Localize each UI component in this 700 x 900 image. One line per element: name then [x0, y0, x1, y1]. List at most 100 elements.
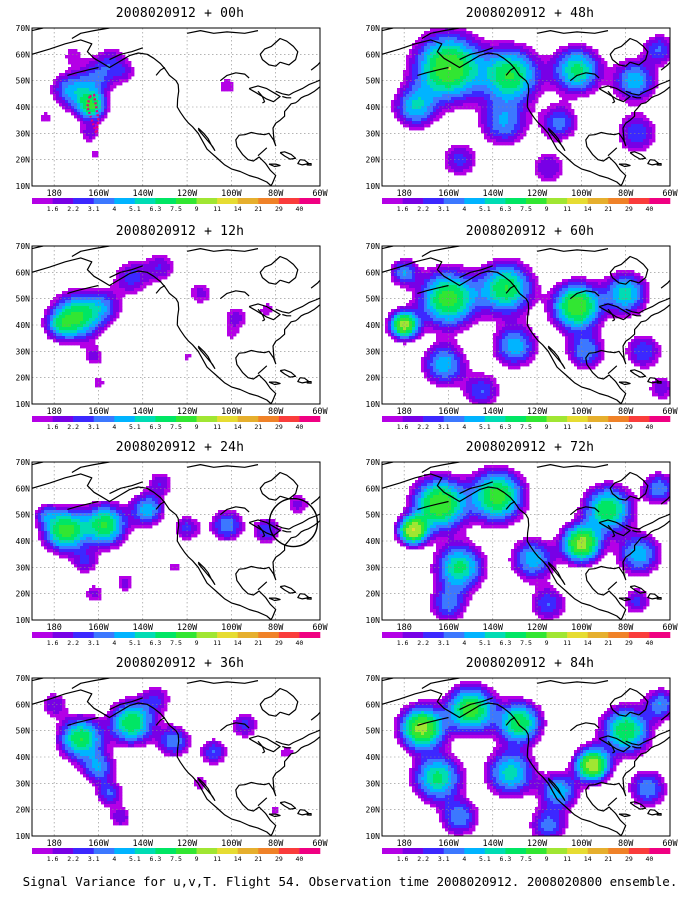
colorbar-label: 1.6: [47, 639, 59, 647]
panel-title: 2008020912 + 12h: [115, 224, 245, 239]
colorbar-swatch: [176, 198, 197, 204]
map-gridlines: [382, 246, 670, 404]
colorbar-swatch: [443, 632, 465, 638]
colorbar-label: 4: [462, 855, 466, 863]
longitude-label: 120W: [527, 189, 548, 199]
longitude-label: 120W: [527, 839, 548, 849]
map-canvas: 70N 60N 50N 40N 30N 20N 10N 180 160W 140W 120W 100W…: [366, 242, 679, 431]
longitude-label: 60W: [312, 407, 328, 417]
map-frame: [31, 27, 321, 187]
colorbar-swatch: [73, 632, 95, 638]
colorbar-label: 9: [195, 205, 199, 213]
colorbar-label: 1.6: [47, 423, 59, 431]
colorbar-swatch: [587, 848, 609, 854]
colorbar-swatch: [196, 198, 218, 204]
colorbar-label: 7.5: [170, 205, 182, 213]
colorbar-label: 9: [545, 423, 549, 431]
colorbar-swatch: [52, 632, 74, 638]
longitude-label: 120W: [177, 407, 198, 417]
colorbar-label: 7.5: [520, 855, 532, 863]
panel-title: 2008020912 + 60h: [465, 224, 595, 239]
verification-region-circle: [268, 497, 319, 548]
colorbar-swatch: [628, 198, 650, 204]
colorbar-label: 6.3: [500, 855, 512, 863]
panel-title: 2008020912 + 48h: [465, 6, 595, 21]
colorbar: 1.6 2.2 3.1 4 5.1 6.3 7.5 9 11 14 21 29 40: [32, 198, 321, 213]
colorbar-swatch: [176, 632, 197, 638]
colorbar-label: 5.1: [129, 423, 141, 431]
latitude-label: 20N: [16, 374, 31, 383]
colorbar-swatch: [505, 416, 527, 422]
variance-field: [44, 687, 294, 826]
map-panel-00h: 70N 60N 50N 40N 30N 20N 10N 180 160W 140W 120W 100W…: [10, 6, 350, 224]
colorbar-swatch: [52, 198, 74, 204]
latitude-label: 20N: [16, 590, 31, 599]
latitude-label: 30N: [366, 779, 381, 788]
latitude-label: 60N: [366, 700, 381, 709]
longitude-label: 160W: [438, 407, 459, 417]
colorbar-swatch: [217, 848, 239, 854]
panel-title: 2008020912 + 84h: [465, 656, 595, 671]
colorbar-label: 9: [195, 855, 199, 863]
colorbar-swatch: [423, 416, 445, 422]
colorbar-label: 1.6: [397, 423, 409, 431]
colorbar-swatch: [382, 416, 403, 422]
colorbar-swatch: [258, 848, 280, 854]
colorbar-swatch: [567, 632, 589, 638]
longitude-label: 140W: [483, 623, 504, 633]
colorbar-swatch: [114, 416, 136, 422]
coastlines: [382, 462, 670, 620]
longitude-label: 80W: [268, 189, 284, 199]
colorbar-label: 6.3: [150, 855, 162, 863]
latitude-label: 70N: [366, 242, 381, 251]
colorbar-label: 40: [296, 423, 304, 431]
colorbar-label: 21: [604, 423, 612, 431]
coastlines: [32, 462, 320, 620]
colorbar-swatch: [484, 848, 506, 854]
colorbar-label: 5.1: [479, 639, 491, 647]
colorbar-label: 3.1: [88, 423, 100, 431]
colorbar-swatch: [587, 632, 609, 638]
latitude-label: 70N: [16, 24, 31, 33]
latitude-label: 60N: [16, 484, 31, 493]
colorbar-swatch: [526, 416, 547, 422]
colorbar-label: 11: [213, 423, 221, 431]
colorbar-swatch: [134, 848, 156, 854]
latitude-label: 60N: [16, 268, 31, 277]
longitude-label: 140W: [483, 407, 504, 417]
colorbar-swatch: [649, 632, 671, 638]
panel-title: 2008020912 + 36h: [115, 656, 245, 671]
longitude-label: 140W: [483, 839, 504, 849]
colorbar-label: 11: [563, 855, 571, 863]
longitude-label: 100W: [221, 407, 242, 417]
colorbar-swatch: [484, 416, 506, 422]
colorbar-label: 6.3: [500, 639, 512, 647]
latitude-label: 50N: [16, 511, 31, 520]
colorbar-label: 4: [462, 639, 466, 647]
colorbar-swatch: [196, 416, 218, 422]
colorbar-swatch: [134, 632, 156, 638]
colorbar-label: 2.2: [67, 639, 79, 647]
flight-track: [86, 93, 100, 134]
colorbar-label: 40: [296, 855, 304, 863]
colorbar-swatch: [484, 632, 506, 638]
map-gridlines: [382, 462, 670, 620]
map-canvas: 70N 60N 50N 40N 30N 20N 10N 180 160W 140W 120W 100W…: [16, 242, 329, 431]
colorbar-swatch: [505, 198, 527, 204]
colorbar-swatch: [546, 198, 568, 204]
colorbar-label: 9: [195, 423, 199, 431]
colorbar-label: 5.1: [129, 639, 141, 647]
colorbar-label: 40: [646, 855, 654, 863]
colorbar-swatch: [608, 632, 630, 638]
colorbar-swatch: [32, 198, 53, 204]
colorbar-label: 1.6: [47, 855, 59, 863]
latitude-label: 70N: [366, 24, 381, 33]
colorbar-label: 5.1: [129, 205, 141, 213]
colorbar-swatch: [73, 848, 95, 854]
colorbar-swatch: [237, 416, 259, 422]
longitude-label: 100W: [571, 189, 592, 199]
colorbar-swatch: [382, 632, 403, 638]
map-canvas: 70N 60N 50N 40N 30N 20N 10N 180 160W 140W 120W 100W…: [366, 24, 679, 213]
map-panel-72h: 70N 60N 50N 40N 30N 20N 10N 180 160W 140W 120W 100W…: [360, 440, 700, 658]
colorbar-swatch: [546, 632, 568, 638]
